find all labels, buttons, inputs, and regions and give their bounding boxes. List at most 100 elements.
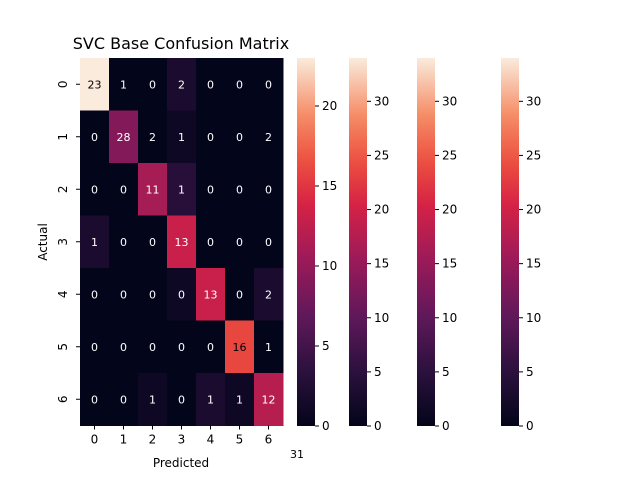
cell-value-label: 0 xyxy=(91,393,98,406)
heatmap-cell xyxy=(167,163,197,216)
x-tick-label: 2 xyxy=(149,433,157,447)
colorbar-tick-label: 15 xyxy=(322,179,337,193)
x-tick-label: 5 xyxy=(236,433,244,447)
cell-value-label: 0 xyxy=(149,288,156,301)
heatmap-cell xyxy=(167,268,197,321)
cell-value-label: 16 xyxy=(233,341,247,354)
heatmap-cell xyxy=(167,58,197,111)
colorbar-tick-label: 0 xyxy=(442,419,450,433)
cell-value-label: 0 xyxy=(178,393,185,406)
cell-value-label: 1 xyxy=(91,236,98,249)
y-tick-label: 0 xyxy=(56,80,70,88)
heatmap-cell xyxy=(138,110,168,164)
heatmap-cell xyxy=(254,215,284,269)
colorbar-tick-label: 20 xyxy=(322,99,337,113)
heatmap-cell xyxy=(80,320,110,374)
colorbar-tick-label: 5 xyxy=(526,365,534,379)
heatmap-cell xyxy=(225,268,255,321)
cell-value-label: 0 xyxy=(178,288,185,301)
heatmap-cell xyxy=(254,110,284,164)
heatmap-cell xyxy=(196,268,226,321)
cell-value-label: 13 xyxy=(175,236,189,249)
heatmap-cell xyxy=(225,373,255,426)
cell-value-label: 23 xyxy=(88,78,102,91)
heatmap-cell xyxy=(196,163,226,216)
heatmap-cell xyxy=(109,215,139,269)
cell-value-label: 13 xyxy=(204,288,218,301)
cell-value-label: 1 xyxy=(178,183,185,196)
cell-value-label: 0 xyxy=(207,236,214,249)
cell-value-label: 1 xyxy=(236,393,243,406)
x-tick-label: 3 xyxy=(178,433,186,447)
colorbar-tick-label: 25 xyxy=(526,148,541,162)
cell-value-label: 0 xyxy=(91,288,98,301)
cell-value-label: 2 xyxy=(149,131,156,144)
colorbar-tick-label: 5 xyxy=(442,365,450,379)
cell-value-label: 12 xyxy=(262,393,276,406)
heatmap-cell xyxy=(254,58,284,111)
heatmap-cells xyxy=(80,58,284,426)
colorbar: 0 5 10 15 20 25 30 xyxy=(417,58,457,433)
heatmap-cell xyxy=(225,320,255,374)
heatmap-cell xyxy=(196,215,226,269)
heatmap-cell xyxy=(225,110,255,164)
y-tick-label: 1 xyxy=(56,133,70,141)
cell-value-label: 0 xyxy=(236,131,243,144)
heatmap-cell xyxy=(138,320,168,374)
cell-annotations: 23 1 0 2 0 0 00 28 2 1 0 0 20 0 11 1 0 0 01 0 0 13 0 0 00 0 0 0 13 0 2… xyxy=(88,78,276,406)
cell-value-label: 1 xyxy=(120,78,127,91)
heatmap-cell xyxy=(109,58,139,111)
heatmap-cell xyxy=(225,215,255,269)
colorbar-tick-label: 20 xyxy=(442,203,457,217)
y-tick-label: 3 xyxy=(56,238,70,246)
cell-value-label: 11 xyxy=(146,183,160,196)
colorbar-gradient xyxy=(349,58,367,426)
heatmap-cell xyxy=(196,373,226,426)
colorbar-tick-label: 5 xyxy=(374,365,382,379)
cell-value-label: 0 xyxy=(149,78,156,91)
heatmap-cell xyxy=(138,373,168,426)
heatmap-cell xyxy=(196,110,226,164)
cell-value-label: 1 xyxy=(207,393,214,406)
colorbar-tick-label: 20 xyxy=(374,203,389,217)
x-axis: 0 1 2 3 4 5 6 xyxy=(91,425,272,447)
colorbar-gradient xyxy=(297,58,315,426)
heatmap-cell xyxy=(196,320,226,374)
cell-value-label: 0 xyxy=(265,183,272,196)
cell-value-label: 0 xyxy=(120,183,127,196)
y-tick-label: 2 xyxy=(56,185,70,193)
cell-value-label: 0 xyxy=(91,341,98,354)
cell-value-label: 0 xyxy=(236,78,243,91)
cell-value-label: 0 xyxy=(265,78,272,91)
chart-title: SVC Base Confusion Matrix xyxy=(73,34,289,53)
heatmap-cell xyxy=(138,58,168,111)
cell-value-label: 0 xyxy=(120,236,127,249)
heatmap-cell xyxy=(80,58,110,111)
heatmap-cell xyxy=(80,110,110,164)
cell-value-label: 0 xyxy=(178,341,185,354)
colorbar-tick-label: 15 xyxy=(526,257,541,271)
x-tick-label: 0 xyxy=(91,433,99,447)
heatmap-cell xyxy=(167,215,197,269)
colorbar-tick-label: 30 xyxy=(442,94,457,108)
heatmap-cell xyxy=(254,320,284,374)
heatmap-cell xyxy=(196,58,226,111)
heatmap-cell xyxy=(80,215,110,269)
colorbar: 0 5 10 15 20 25 30 xyxy=(349,58,389,433)
cell-value-label: 2 xyxy=(265,288,272,301)
colorbar-tick-label: 30 xyxy=(526,94,541,108)
heatmap-cell xyxy=(254,163,284,216)
heatmap-cell xyxy=(167,320,197,374)
cell-value-label: 0 xyxy=(120,288,127,301)
colorbar-tick-label: 0 xyxy=(374,419,382,433)
colorbar: 0 5 10 15 20 xyxy=(297,58,337,433)
colorbar: 0 5 10 15 20 25 30 xyxy=(501,58,541,433)
heatmap-cell xyxy=(109,373,139,426)
colorbar-tick-label: 5 xyxy=(322,339,330,353)
x-tick-label: 4 xyxy=(207,433,215,447)
colorbar-tick-label: 10 xyxy=(526,311,541,325)
x-axis-label: Predicted xyxy=(153,456,209,470)
cell-value-label: 0 xyxy=(207,341,214,354)
colorbars: 0 5 10 15 20 0 5 10 15 20 25 30 0 5 10 15 20 25 30 0 5 10 15 20… xyxy=(297,58,541,433)
heatmap-cell xyxy=(167,373,197,426)
